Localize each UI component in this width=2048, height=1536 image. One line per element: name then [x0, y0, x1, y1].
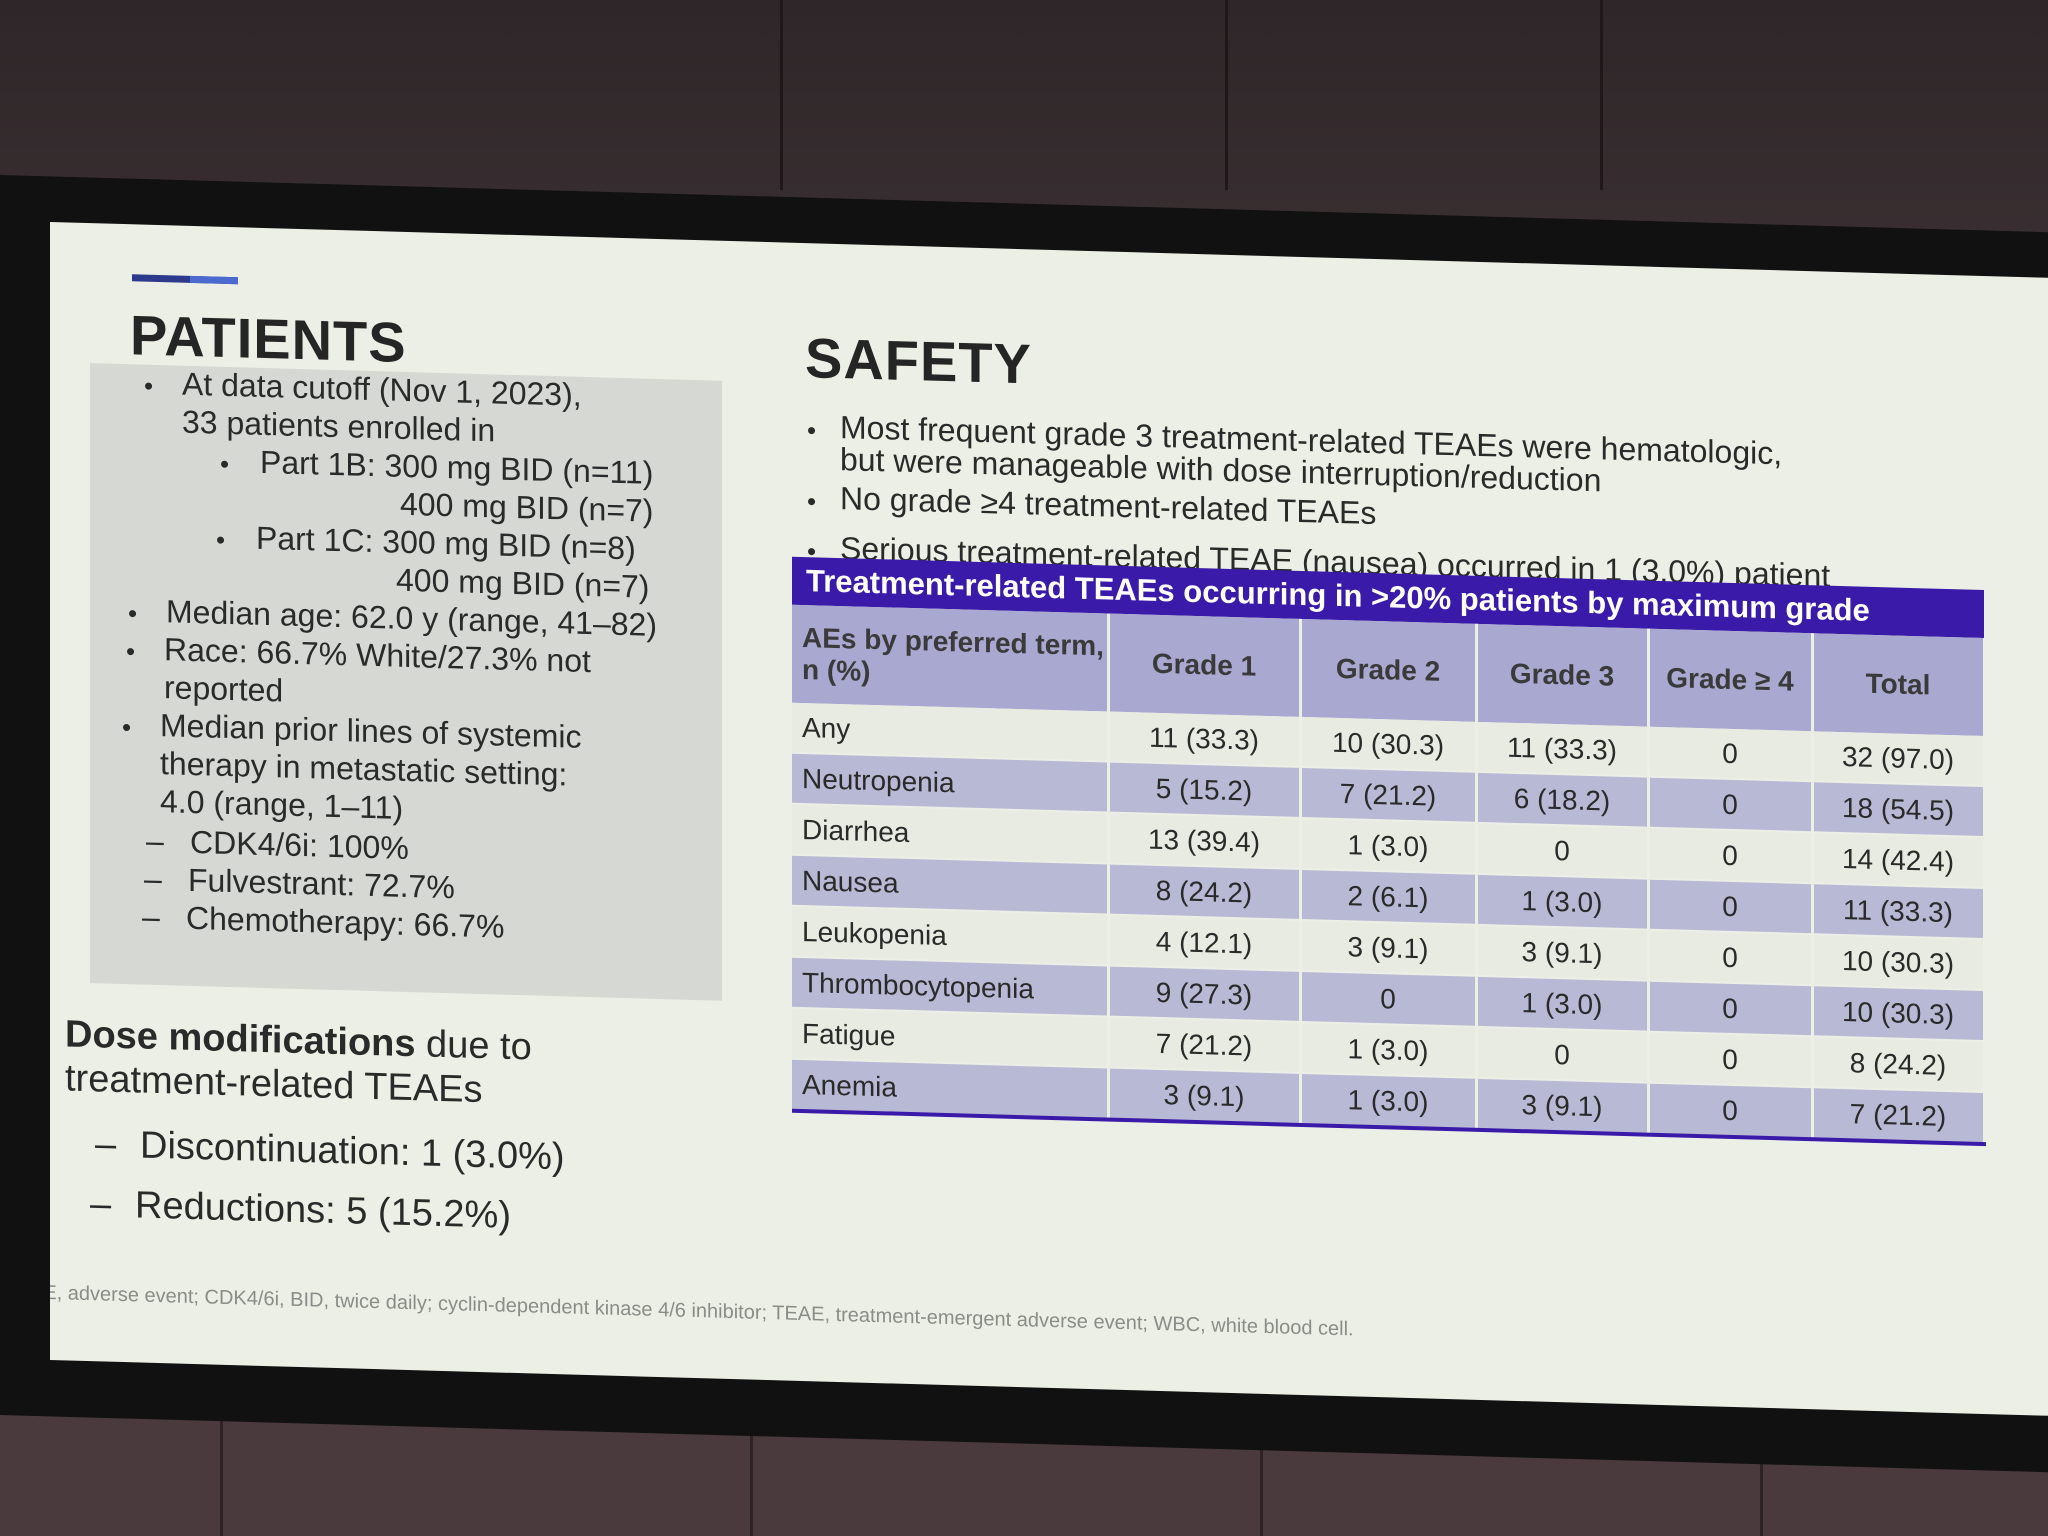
patients-line: reported	[164, 669, 284, 709]
table-cell: 6 (18.2)	[1476, 771, 1648, 828]
floor-seam	[1760, 1406, 1763, 1536]
ae-term-cell: Thrombocytopenia	[792, 956, 1108, 1017]
table-cell: 10 (30.3)	[1812, 934, 1984, 991]
teae-grid: AEs by preferred term, n (%) Grade 1 Grade…	[792, 604, 1986, 1146]
patients-line: 4.0 (range, 1–11)	[160, 783, 404, 826]
table-cell: 0	[1648, 980, 1812, 1037]
table-cell: 0	[1300, 970, 1476, 1027]
table-cell: 0	[1648, 1031, 1812, 1088]
dose-title-rest: due to	[415, 1023, 532, 1069]
bullet: •	[144, 370, 154, 401]
table-cell: 0	[1648, 827, 1812, 884]
patients-line: CDK4/6i: 100%	[190, 823, 409, 867]
ae-term-cell: Nausea	[792, 854, 1108, 915]
table-cell: 7 (21.2)	[1108, 1016, 1300, 1073]
floor-seam	[750, 1406, 753, 1536]
wall-seam	[1225, 0, 1228, 190]
bullet: •	[126, 636, 136, 667]
table-cell: 1 (3.0)	[1300, 1072, 1476, 1130]
table-cell: 9 (27.3)	[1108, 965, 1300, 1022]
table-cell: 1 (3.0)	[1476, 975, 1648, 1032]
table-cell: 0	[1648, 726, 1812, 782]
patients-title: PATIENTS	[130, 303, 407, 374]
header-grade-3: Grade 3	[1476, 623, 1648, 727]
table-cell: 3 (9.1)	[1108, 1067, 1300, 1125]
table-cell: 0	[1648, 929, 1812, 986]
table-cell: 4 (12.1)	[1108, 914, 1300, 971]
table-cell: 3 (9.1)	[1476, 1077, 1648, 1135]
table-cell: 32 (97.0)	[1812, 731, 1984, 787]
bullet: •	[128, 598, 138, 629]
wall-seam	[780, 0, 783, 190]
patients-line: 400 mg BID (n=7)	[400, 485, 654, 529]
table-cell: 13 (39.4)	[1108, 812, 1300, 869]
patients-line: Fulvestrant: 72.7%	[188, 861, 455, 906]
header-grade-4: Grade ≥ 4	[1648, 628, 1812, 732]
header-grade-2: Grade 2	[1300, 618, 1476, 722]
dose-title-line2: treatment-related TEAEs	[65, 1057, 483, 1112]
table-cell: 1 (3.0)	[1476, 873, 1648, 930]
dash: –	[146, 822, 164, 860]
table-cell: 1 (3.0)	[1300, 817, 1476, 874]
table-cell: 0	[1476, 822, 1648, 879]
footnote: AE, adverse event; CDK4/6i, BID, twice d…	[50, 1281, 1354, 1341]
table-cell: 0	[1648, 1082, 1812, 1140]
header-grade-1: Grade 1	[1108, 613, 1300, 717]
patients-line: Part 1B: 300 mg BID (n=11)	[260, 443, 654, 491]
table-cell: 10 (30.3)	[1300, 716, 1476, 772]
patients-line: Chemotherapy: 66.7%	[186, 899, 505, 945]
table-cell: 0	[1476, 1026, 1648, 1083]
teae-table: Treatment-related TEAEs occurring in >20…	[792, 556, 1986, 1146]
table-cell: 0	[1648, 776, 1812, 833]
header-ae-term: AEs by preferred term, n (%)	[792, 604, 1108, 712]
table-cell: 8 (24.2)	[1812, 1036, 1984, 1093]
accent-bar	[132, 274, 238, 285]
dose-title-bold: Dose modifications	[65, 1013, 416, 1066]
bullet: •	[216, 524, 226, 555]
ae-term-cell: Leukopenia	[792, 905, 1108, 966]
wall-seam	[1600, 0, 1603, 190]
patients-box: • At data cutoff (Nov 1, 2023), 33 patie…	[90, 363, 722, 1001]
table-cell: 5 (15.2)	[1108, 761, 1300, 818]
table-cell: 10 (30.3)	[1812, 985, 1984, 1042]
dash: –	[142, 898, 160, 936]
table-cell: 7 (21.2)	[1812, 1087, 1984, 1145]
dash: –	[95, 1123, 117, 1166]
table-cell: 18 (54.5)	[1812, 781, 1984, 838]
header-total: Total	[1812, 633, 1984, 737]
table-body: Any 11 (33.3) 10 (30.3) 11 (33.3) 0 32 (97.0)…	[792, 702, 1984, 1145]
patients-line: 33 patients enrolled in	[182, 403, 496, 449]
bullet: •	[122, 712, 132, 743]
ae-term-cell: Fatigue	[792, 1007, 1108, 1068]
table-cell: 0	[1648, 878, 1812, 935]
bullet: •	[807, 415, 817, 446]
dose-item: Reductions: 5 (15.2%)	[135, 1184, 511, 1237]
table-cell: 14 (42.4)	[1812, 832, 1984, 889]
bullet: •	[807, 486, 817, 517]
bullet: •	[220, 448, 230, 480]
dash: –	[90, 1183, 112, 1226]
table-cell: 3 (9.1)	[1476, 924, 1648, 981]
ae-term-cell: Any	[792, 702, 1108, 762]
table-cell: 11 (33.3)	[1108, 711, 1300, 767]
floor-seam	[1260, 1406, 1263, 1536]
slide: PATIENTS • At data cutoff (Nov 1, 2023),…	[50, 222, 2048, 1416]
floor-seam	[220, 1406, 223, 1536]
table-cell: 1 (3.0)	[1300, 1021, 1476, 1078]
table-cell: 11 (33.3)	[1476, 721, 1648, 777]
table-cell: 8 (24.2)	[1108, 863, 1300, 920]
table-cell: 2 (6.1)	[1300, 868, 1476, 925]
patients-line: 400 mg BID (n=7)	[396, 561, 650, 605]
dose-item: Discontinuation: 1 (3.0%)	[140, 1124, 565, 1179]
dash: –	[144, 860, 162, 898]
ae-term-cell: Anemia	[792, 1058, 1108, 1120]
table-cell: 7 (21.2)	[1300, 766, 1476, 823]
table-cell: 3 (9.1)	[1300, 919, 1476, 976]
ae-term-cell: Neutropenia	[792, 752, 1108, 813]
dose-modifications-title: Dose modifications due to treatment-rela…	[65, 1012, 532, 1113]
safety-title: SAFETY	[805, 326, 1032, 396]
ae-term-cell: Diarrhea	[792, 803, 1108, 864]
table-cell: 11 (33.3)	[1812, 883, 1984, 940]
